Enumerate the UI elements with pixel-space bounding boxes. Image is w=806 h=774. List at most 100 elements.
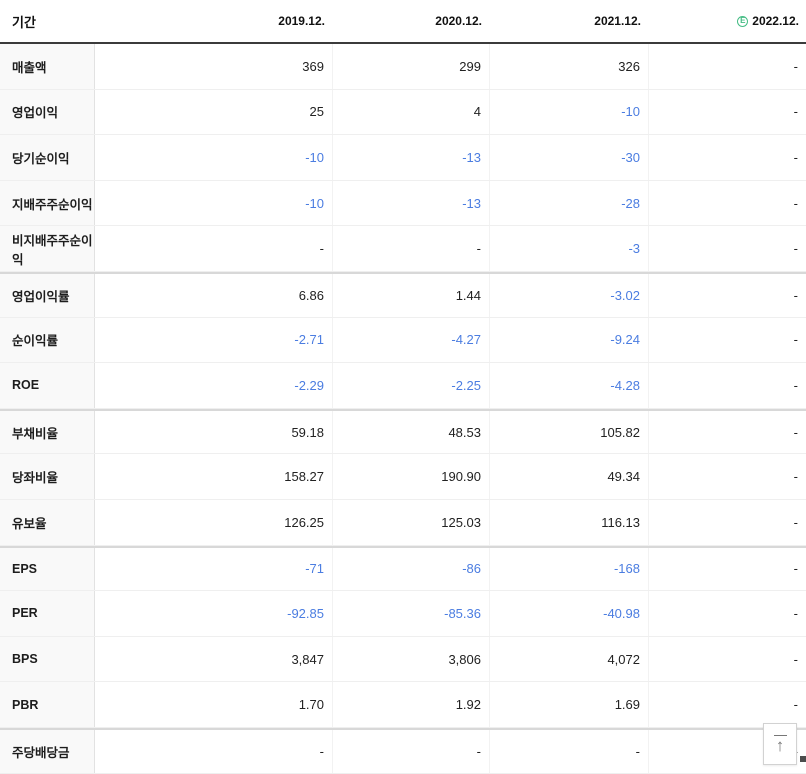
row-label: EPS	[0, 547, 95, 591]
table-row: 부채비율 59.18 48.53 105.82 -	[0, 408, 806, 455]
row-value: -	[648, 547, 806, 591]
row-value: -40.98	[489, 591, 648, 636]
row-value: 126.25	[284, 514, 324, 530]
row-value: -13	[332, 135, 489, 180]
row-label: 매출액	[0, 44, 95, 89]
row-value: -	[648, 226, 806, 271]
row-value: -28	[489, 180, 648, 226]
row-label: 부채비율	[0, 410, 95, 454]
table-row: 유보율 126.25 125.03 116.13 -	[0, 499, 806, 546]
row-value: 369	[302, 58, 324, 74]
row-value: -2.25	[332, 363, 489, 408]
row-value: 326	[489, 44, 648, 89]
row-value: 299	[332, 44, 489, 89]
row-value: -85.36	[332, 591, 489, 636]
table-row: BPS 3,847 3,806 4,072 -	[0, 636, 806, 683]
column-header-2021: 2021.12.	[489, 14, 648, 28]
table-row: 지배주주순이익 -10 -13 -28 -	[0, 180, 806, 227]
row-value: -3.02	[489, 273, 648, 317]
table-row: 당좌비율 158.27 190.90 49.34 -	[0, 454, 806, 500]
row-value: 105.82	[489, 410, 648, 454]
row-value: 125.03	[332, 499, 489, 545]
row-value: 158.27	[284, 469, 324, 485]
row-label: 영업이익률	[0, 273, 95, 317]
column-header-2019: 2019.12.	[95, 14, 332, 28]
table-row: 매출액 369 299 326 -	[0, 44, 806, 90]
row-label: PBR	[0, 682, 95, 727]
row-value: 59.18	[291, 424, 324, 440]
row-value: -	[648, 363, 806, 408]
column-header-2020: 2020.12.	[332, 14, 489, 28]
row-value: -	[332, 729, 489, 773]
row-value: -9.24	[489, 317, 648, 363]
row-value: 4	[332, 89, 489, 135]
row-value: 1.92	[332, 682, 489, 727]
table-row: 영업이익 25 4 -10 -	[0, 89, 806, 136]
row-label: 당좌비율	[0, 454, 95, 499]
estimate-badge-icon: E	[737, 15, 749, 27]
row-label: 비지배주주순이익	[0, 226, 95, 271]
row-value: -3	[489, 226, 648, 271]
column-header-label: 2021.12.	[594, 14, 641, 28]
row-value: -	[648, 636, 806, 682]
scroll-to-top-bar	[773, 734, 787, 736]
row-value: -4.28	[489, 363, 648, 408]
row-value: 3,847	[291, 651, 324, 667]
row-value: 49.34	[489, 454, 648, 499]
table-row: 순이익률 -2.71 -4.27 -9.24 -	[0, 317, 806, 364]
row-value: 190.90	[332, 454, 489, 499]
row-label: ROE	[0, 363, 95, 408]
row-value: -	[648, 273, 806, 317]
row-value: -71	[305, 561, 324, 577]
row-label: 순이익률	[0, 317, 95, 363]
row-value: 1.69	[489, 682, 648, 727]
row-value: 48.53	[332, 410, 489, 454]
period-header: 기간	[12, 14, 36, 30]
row-value: -10	[305, 149, 324, 165]
row-value: -	[648, 591, 806, 636]
row-value: -10	[489, 89, 648, 135]
table-row: EPS -71 -86 -168 -	[0, 545, 806, 592]
row-value: -	[319, 241, 324, 257]
row-value: -168	[489, 547, 648, 591]
row-value: -10	[305, 195, 324, 211]
row-value: 1.70	[298, 697, 324, 713]
row-label: 주당배당금	[0, 729, 95, 773]
screen-edge-mark	[800, 756, 806, 762]
row-label: PER	[0, 591, 95, 636]
row-value: -86	[332, 547, 489, 591]
row-label: 당기순이익	[0, 135, 95, 180]
arrow-up-icon: ↑	[775, 735, 785, 755]
row-label: 영업이익	[0, 89, 95, 135]
row-value: -2.71	[294, 332, 324, 348]
row-value: -	[648, 317, 806, 363]
table-row: 비지배주주순이익 - - -3 -	[0, 226, 806, 272]
row-value: -	[332, 226, 489, 271]
table-row: PER -92.85 -85.36 -40.98 -	[0, 591, 806, 637]
column-header-label: 2019.12.	[278, 14, 325, 28]
row-value: -30	[489, 135, 648, 180]
row-label: 유보율	[0, 499, 95, 545]
table-row: ROE -2.29 -2.25 -4.28 -	[0, 363, 806, 409]
column-header-label: 2022.12.	[752, 14, 799, 28]
table-row: PBR 1.70 1.92 1.69 -	[0, 682, 806, 728]
row-value: -	[648, 44, 806, 89]
row-value: 6.86	[298, 287, 324, 303]
table-body: 매출액 369 299 326 - 영업이익 25 4 -10 - 당기순이익 …	[0, 44, 806, 774]
scroll-to-top-button[interactable]: ↑	[763, 723, 797, 765]
row-label: 지배주주순이익	[0, 180, 95, 226]
row-value: 25	[309, 104, 324, 120]
row-value: -	[648, 454, 806, 499]
row-label: BPS	[0, 636, 95, 682]
row-value: -	[489, 729, 648, 773]
table-row: 영업이익률 6.86 1.44 -3.02 -	[0, 271, 806, 318]
row-value: -92.85	[287, 605, 324, 621]
row-value: -13	[332, 180, 489, 226]
row-value: 116.13	[489, 499, 648, 545]
row-value: -	[648, 499, 806, 545]
row-value: -4.27	[332, 317, 489, 363]
column-header-2022-estimate: E 2022.12.	[648, 14, 806, 28]
row-value: -	[648, 410, 806, 454]
row-value: 4,072	[489, 636, 648, 682]
